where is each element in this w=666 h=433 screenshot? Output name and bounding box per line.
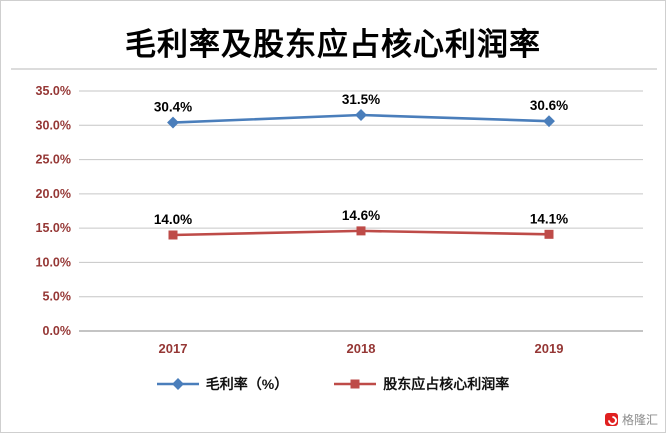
y-tick-label: 5.0% <box>43 290 72 304</box>
x-tick-label: 2019 <box>535 341 564 356</box>
gelonghui-logo-icon <box>604 413 618 426</box>
legend-label: 毛利率（%） <box>205 376 289 392</box>
y-tick-label: 0.0% <box>43 324 72 338</box>
watermark: 格隆汇 <box>604 411 658 428</box>
y-tick-label: 25.0% <box>36 153 71 167</box>
legend-label: 股东应占核心利润率 <box>383 376 510 392</box>
series-1: 14.0% 14.6% 14.1% <box>154 208 568 240</box>
x-tick-label: 2018 <box>347 341 376 356</box>
y-tick-label: 30.0% <box>36 118 71 132</box>
y-tick-label: 10.0% <box>36 255 71 269</box>
x-tick-label: 2017 <box>159 341 188 356</box>
y-tick-label: 15.0% <box>36 221 71 235</box>
y-tick-label: 35.0% <box>36 84 71 98</box>
diamond-marker-icon <box>355 109 367 121</box>
y-tick-label: 20.0% <box>36 187 71 201</box>
x-axis-labels: 2017 2018 2019 <box>159 341 564 356</box>
diamond-marker-icon <box>167 116 179 129</box>
data-label: 30.4% <box>154 100 192 115</box>
legend-item: 毛利率（%） <box>156 374 289 394</box>
watermark-text: 格隆汇 <box>621 413 658 427</box>
y-axis-labels: 0.0% 5.0% 10.0% 15.0% 20.0% 25.0% 30.0% 35.0% <box>36 84 71 338</box>
square-marker-icon <box>356 226 366 236</box>
data-label: 30.6% <box>530 98 568 113</box>
chart-title: 毛利率及股东应占核心利润率 <box>125 27 541 62</box>
square-marker-icon <box>168 230 178 240</box>
data-label: 14.0% <box>154 212 192 227</box>
series-0: 30.4% 31.5% 30.6% <box>154 92 568 129</box>
square-marker-icon <box>544 229 554 239</box>
legend-diamond-icon <box>156 378 199 390</box>
legend-item: 股东应占核心利润率 <box>334 374 509 394</box>
data-label: 14.1% <box>530 211 568 226</box>
data-label: 31.5% <box>342 92 380 107</box>
chart-legend: 毛利率（%） 股东应占核心利润率 <box>1 367 665 401</box>
legend-square-icon <box>334 379 377 389</box>
data-label: 14.6% <box>342 208 380 223</box>
